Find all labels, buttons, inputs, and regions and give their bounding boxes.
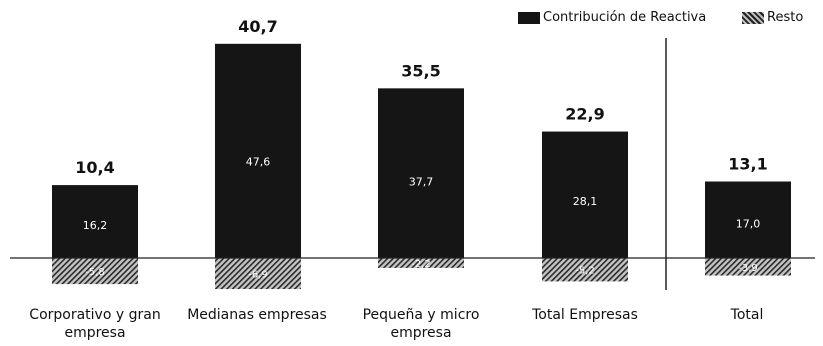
bar-resto-label: -2,2 bbox=[411, 259, 431, 270]
x-tick-label: Corporativo y gran empresa bbox=[29, 307, 161, 341]
bar-resto-label: -6,9 bbox=[248, 270, 268, 281]
bar-contribucion bbox=[542, 131, 628, 258]
bar-contribucion bbox=[705, 181, 791, 258]
bar-value-label: 17,0 bbox=[736, 218, 761, 231]
bar-total-label: 13,1 bbox=[728, 155, 767, 174]
legend-item-contribucion: Contribución de Reactiva bbox=[518, 10, 706, 25]
legend-label-contribucion: Contribución de Reactiva bbox=[543, 10, 707, 25]
x-tick-label: Pequeña y micro empresa bbox=[362, 307, 480, 341]
legend-item-resto: Resto bbox=[742, 10, 803, 25]
bar-resto bbox=[705, 258, 791, 276]
bar-total-label: 22,9 bbox=[565, 105, 604, 124]
bar-total-label: 40,7 bbox=[238, 17, 277, 36]
bar-total-label: 10,4 bbox=[75, 158, 114, 177]
legend-label-resto: Resto bbox=[767, 10, 804, 25]
bar-resto bbox=[378, 258, 464, 268]
bar-value-label: 37,7 bbox=[409, 176, 434, 189]
bar-resto-label: -5,8 bbox=[85, 267, 105, 278]
x-tick-label: Total bbox=[730, 307, 764, 323]
legend-swatch-resto bbox=[742, 11, 764, 24]
x-tick-label: Medianas empresas bbox=[187, 307, 327, 323]
bar-value-label: 16,2 bbox=[83, 219, 108, 232]
bar-contribucion bbox=[378, 88, 464, 258]
bar-contribucion bbox=[215, 43, 301, 258]
bar-contribucion bbox=[52, 185, 138, 258]
bar-resto bbox=[52, 258, 138, 285]
bar-resto bbox=[215, 258, 301, 290]
bar-total-label: 35,5 bbox=[401, 61, 440, 80]
x-tick-label: Total Empresas bbox=[532, 307, 638, 323]
legend-swatch-contribucion bbox=[518, 11, 540, 24]
bar-resto bbox=[542, 258, 628, 282]
bar-value-label: 28,1 bbox=[573, 195, 598, 208]
bar-value-label: 47,6 bbox=[246, 156, 271, 169]
bar-resto-label: -3,9 bbox=[738, 263, 758, 274]
bars-layer: 16,2 -5,8 10,4 47,6 -6,9 40,7 37,7 -2,2 35,5 28,1… bbox=[52, 17, 791, 290]
bar-resto-label: -5,2 bbox=[575, 266, 595, 277]
